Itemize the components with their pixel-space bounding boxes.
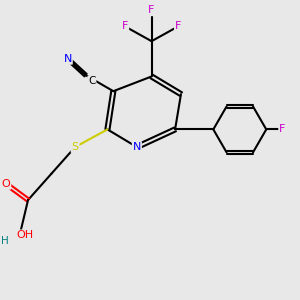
Text: O: O <box>2 179 10 189</box>
Text: C: C <box>88 76 95 86</box>
Text: N: N <box>64 54 72 64</box>
Text: F: F <box>148 5 155 15</box>
Text: H: H <box>1 236 8 246</box>
Text: OH: OH <box>16 230 34 240</box>
Text: F: F <box>122 22 128 32</box>
Text: N: N <box>133 142 141 152</box>
Text: F: F <box>279 124 286 134</box>
Text: F: F <box>175 22 181 32</box>
Text: S: S <box>71 142 79 152</box>
